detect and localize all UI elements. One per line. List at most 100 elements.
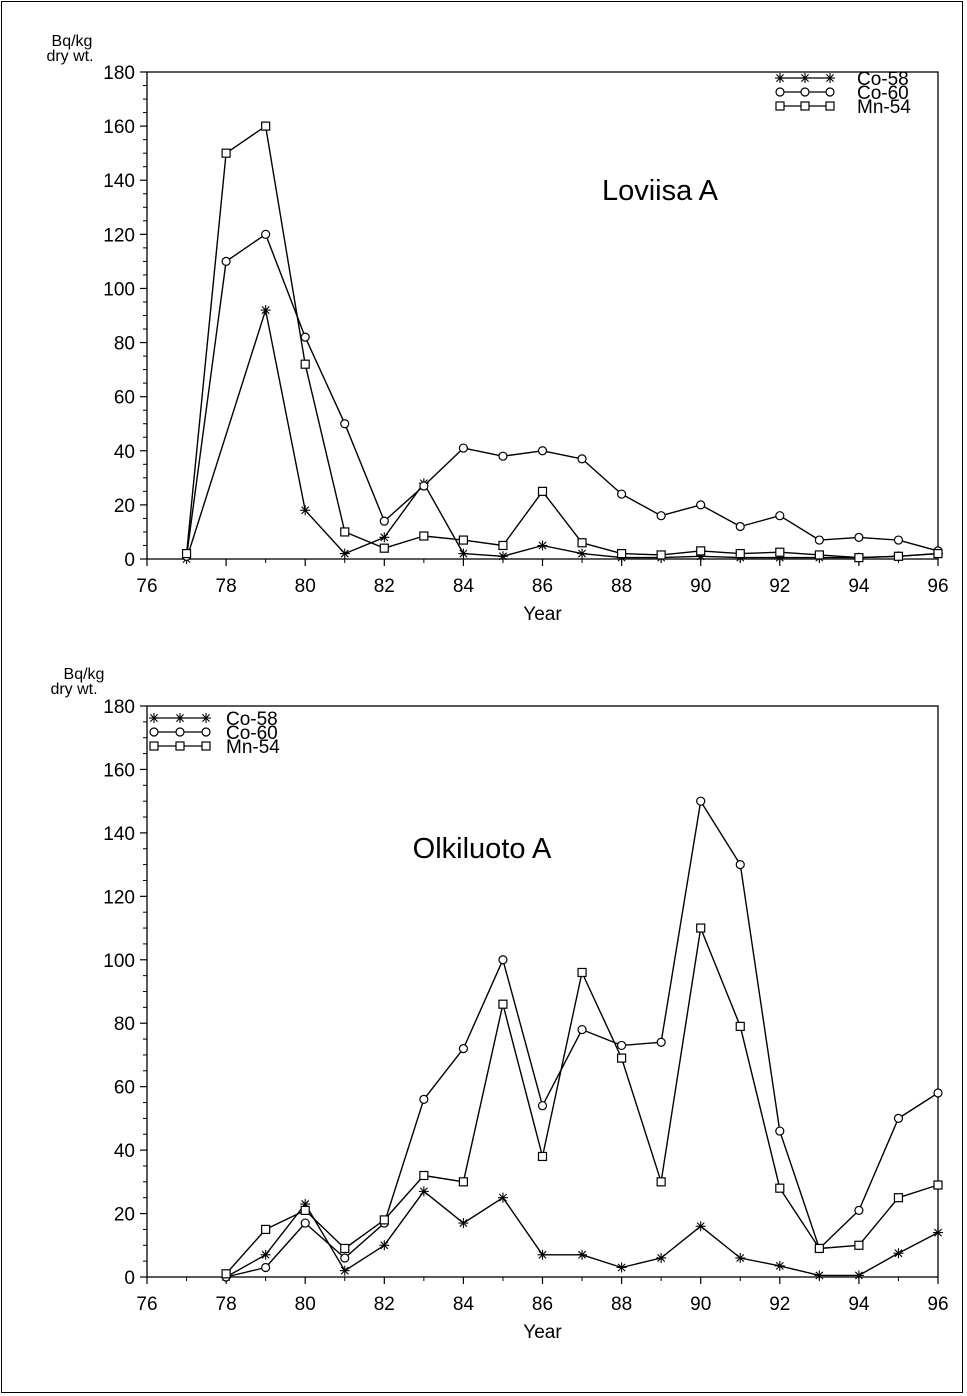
chart-annotation: Olkiluoto A bbox=[413, 833, 552, 865]
y-tick-label: 0 bbox=[124, 550, 135, 571]
legend-marker-star-icon bbox=[201, 713, 211, 723]
x-tick-label: 96 bbox=[927, 1294, 948, 1315]
data-point-circle-glyph bbox=[775, 511, 785, 521]
legend-marker-star-icon bbox=[175, 713, 185, 723]
data-point-circle-glyph bbox=[696, 796, 706, 806]
data-point-circle-glyph bbox=[340, 1253, 350, 1263]
data-point bbox=[775, 511, 785, 521]
y-tick-label: 120 bbox=[103, 225, 135, 246]
data-point bbox=[537, 1151, 548, 1162]
data-point-circle-glyph bbox=[854, 1205, 864, 1215]
data-point bbox=[893, 1193, 904, 1203]
data-point bbox=[656, 1177, 666, 1187]
data-point-square-glyph bbox=[696, 546, 706, 556]
data-point-square-glyph bbox=[221, 1269, 231, 1279]
data-point-square-glyph bbox=[893, 551, 904, 561]
data-point-square-glyph bbox=[419, 531, 429, 541]
x-tick-label: 86 bbox=[532, 1294, 553, 1315]
data-point bbox=[458, 1177, 468, 1187]
legend-marker-star-icon-star-d2 bbox=[150, 714, 158, 722]
chart-1: 0 20 40 60 80 100 120 140 160 180 76 78 80 82 84 86 88 90… bbox=[46, 33, 948, 625]
data-point bbox=[893, 535, 904, 545]
data-point bbox=[854, 1240, 864, 1250]
x-tick-label: 88 bbox=[611, 1294, 632, 1315]
legend-marker-circle-icon-circle-glyph bbox=[175, 727, 185, 737]
data-point bbox=[893, 1248, 904, 1259]
data-point bbox=[537, 1249, 548, 1260]
series-line-co-58 bbox=[225, 1190, 939, 1278]
data-point bbox=[340, 527, 350, 537]
data-point-circle-glyph bbox=[537, 446, 548, 456]
legend-marker-circle-icon-circle-glyph bbox=[149, 727, 159, 737]
y-tick-label: 160 bbox=[103, 760, 135, 781]
data-point-star-d2 bbox=[894, 1249, 903, 1258]
data-point-square-glyph bbox=[181, 548, 192, 559]
data-point-square-glyph bbox=[458, 1177, 468, 1187]
data-point-square-glyph bbox=[893, 1193, 904, 1203]
data-point-star-d2 bbox=[657, 1253, 666, 1262]
data-point bbox=[537, 1101, 548, 1111]
data-point bbox=[419, 1094, 429, 1104]
data-point-circle-glyph bbox=[893, 1113, 904, 1123]
data-point bbox=[537, 446, 548, 456]
legend-marker-square-icon bbox=[775, 101, 785, 111]
data-point-circle-glyph bbox=[775, 1126, 785, 1136]
y-tick-label: 180 bbox=[103, 697, 135, 718]
y-tick-label: 100 bbox=[103, 279, 135, 300]
data-point bbox=[933, 548, 943, 559]
data-point bbox=[458, 443, 468, 453]
data-point bbox=[497, 551, 508, 562]
data-point bbox=[577, 454, 587, 464]
data-point bbox=[300, 1218, 310, 1228]
data-point-circle-glyph bbox=[419, 481, 429, 491]
series-line-mn-54 bbox=[225, 927, 939, 1275]
data-point bbox=[814, 535, 824, 545]
series-line-co-60 bbox=[225, 800, 939, 1278]
data-point bbox=[458, 548, 469, 559]
legend-marker-circle-icon-circle-glyph bbox=[800, 87, 810, 97]
data-point-square-glyph bbox=[419, 1170, 429, 1181]
y-unit-label-line2: dry wt. bbox=[46, 48, 93, 65]
legend-marker-circle-icon bbox=[201, 727, 211, 737]
data-point bbox=[221, 1269, 231, 1279]
data-point bbox=[656, 550, 666, 560]
data-point bbox=[933, 1180, 943, 1190]
data-point-star-d2 bbox=[340, 549, 349, 558]
data-point-circle-glyph bbox=[379, 516, 389, 526]
x-tick-label: 78 bbox=[216, 1294, 237, 1315]
x-tick-label: 84 bbox=[453, 576, 475, 597]
data-point-square-glyph bbox=[340, 527, 350, 537]
data-point bbox=[340, 1253, 350, 1263]
data-point bbox=[419, 1170, 429, 1181]
data-point-square-glyph bbox=[261, 121, 271, 131]
data-point bbox=[775, 547, 785, 557]
data-point-star-d2 bbox=[815, 1271, 824, 1280]
legend-marker-square-icon-square-glyph bbox=[775, 101, 785, 111]
data-point-square-glyph bbox=[379, 1215, 389, 1225]
legend-marker-square-icon-square-glyph bbox=[149, 741, 159, 751]
x-tick-label: 76 bbox=[136, 1294, 157, 1315]
data-point bbox=[300, 332, 310, 342]
data-point bbox=[379, 1215, 389, 1225]
data-point bbox=[735, 521, 745, 532]
data-point bbox=[814, 1270, 825, 1281]
data-point bbox=[577, 967, 587, 978]
legend-label: Co-58 bbox=[857, 69, 909, 90]
legend-item-co-60: Co-60 bbox=[775, 83, 909, 104]
series-line-co-58 bbox=[185, 309, 939, 560]
data-point-star-d2 bbox=[340, 1266, 349, 1275]
legend-marker-square-icon bbox=[800, 101, 810, 111]
data-point-star-d2 bbox=[538, 541, 547, 550]
data-point-circle-glyph bbox=[577, 454, 587, 464]
data-point bbox=[854, 1205, 864, 1215]
data-point-circle-glyph bbox=[458, 443, 468, 453]
data-point bbox=[577, 1249, 588, 1260]
data-point-square-glyph bbox=[379, 543, 389, 553]
data-point-star-d2 bbox=[261, 1250, 270, 1259]
data-point bbox=[656, 1252, 667, 1263]
data-point bbox=[261, 229, 271, 239]
data-point bbox=[379, 543, 389, 553]
data-point-circle-glyph bbox=[498, 451, 508, 461]
series-line-co-60 bbox=[185, 233, 939, 557]
data-point-circle-glyph bbox=[221, 256, 231, 266]
